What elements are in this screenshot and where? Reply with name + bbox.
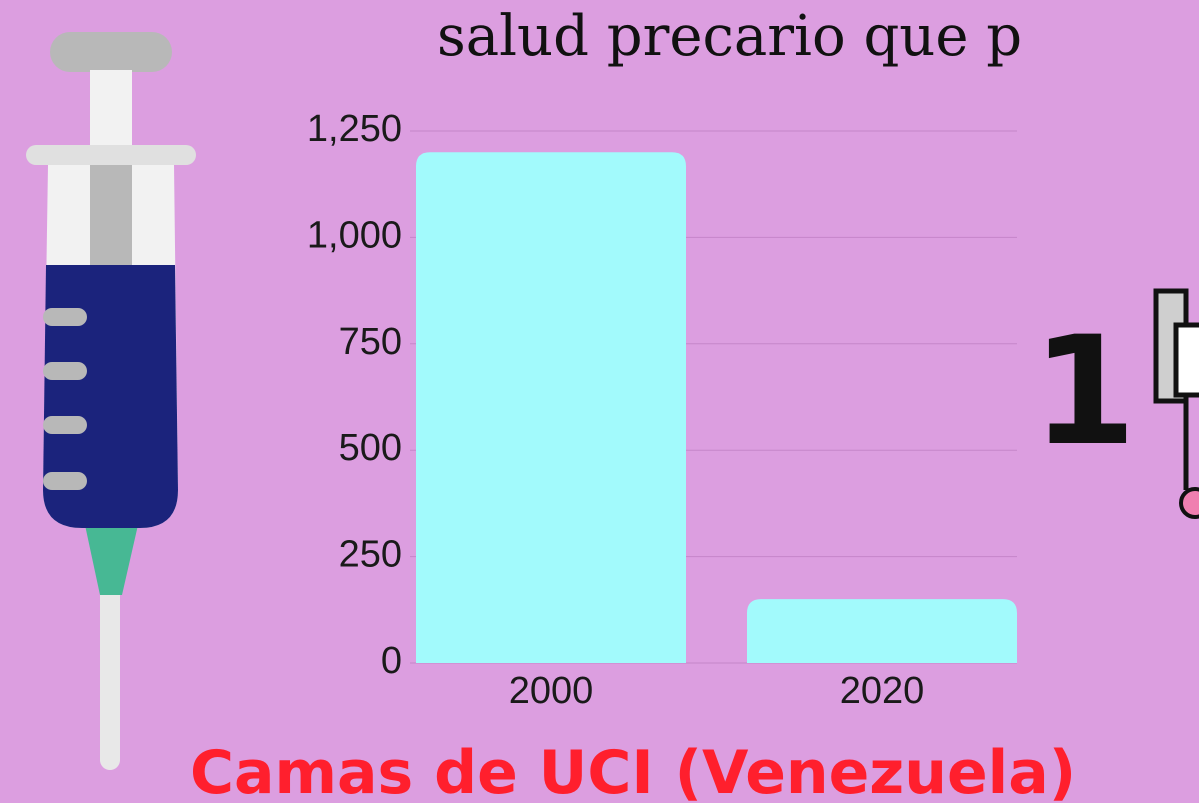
bar xyxy=(747,599,1017,663)
heading: salud precario que p xyxy=(437,4,1022,69)
y-tick-label: 750 xyxy=(339,321,402,363)
x-tick-label: 2020 xyxy=(840,670,925,712)
y-tick-label: 1,000 xyxy=(307,214,402,256)
x-tick-label: 2000 xyxy=(509,670,594,712)
y-tick-label: 500 xyxy=(339,427,402,469)
infographic: salud precario que p 1 0 250 500 750 1,000 1,… xyxy=(0,0,1199,803)
y-tick-label: 1,250 xyxy=(307,108,402,150)
bar xyxy=(416,152,686,663)
y-tick-label: 250 xyxy=(339,534,402,576)
chart-title: Camas de UCI (Venezuela) xyxy=(190,738,1076,803)
stat-number: 1 xyxy=(1032,305,1136,479)
y-tick-label: 0 xyxy=(381,640,402,682)
